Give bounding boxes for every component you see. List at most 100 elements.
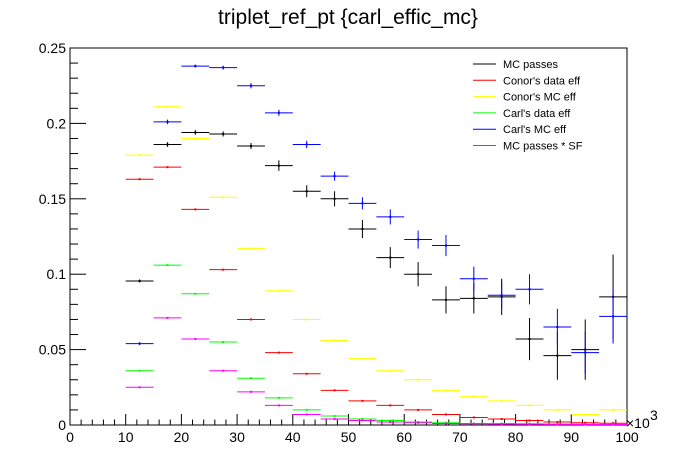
data-point [320,389,349,392]
data-point [209,268,238,271]
data-point [404,421,433,424]
data-point [543,420,572,423]
data-point [487,423,516,426]
data-point [153,142,182,147]
series-2 [125,105,627,416]
data-point [320,171,349,181]
data-point [432,422,460,425]
data-point [237,377,265,380]
data-point [487,417,516,420]
data-point [292,185,321,198]
data-point [376,369,405,372]
data-point [320,339,349,342]
data-point [376,404,405,407]
data-point [515,317,544,361]
data-point [571,413,600,416]
data-point [348,219,377,239]
data-point [543,308,572,346]
y-axis-ticks: 0 0.05 0.1 0.15 0.2 0.25 [39,40,86,433]
y-tick-label: 0.15 [39,191,66,207]
data-point [348,357,377,360]
data-point [153,105,182,108]
y-tick-label: 0.25 [39,40,66,56]
data-point [292,318,321,321]
data-point [459,422,488,425]
data-point [125,178,154,181]
data-point [264,404,293,407]
legend-item: Conor's data eff [473,75,581,87]
data-point [348,197,377,210]
x-tick-label: 70 [452,429,468,445]
data-point [459,416,488,419]
data-point [237,83,265,89]
legend-label: Carl's data eff [503,108,571,120]
data-point [320,417,349,420]
x-tick-label: 20 [174,429,190,445]
series-layer [125,64,627,426]
data-point [404,262,433,287]
data-point [125,154,154,157]
data-point [432,234,460,257]
y-tick-label: 0 [58,417,66,433]
y-tick-label: 0.2 [47,115,67,131]
data-point [348,419,377,422]
data-point [264,351,293,354]
x-tick-label: 90 [564,429,580,445]
data-point [571,421,600,424]
data-point [237,390,265,393]
data-point [571,331,600,374]
data-point [237,247,265,250]
data-point [487,399,516,402]
data-point [376,419,405,422]
data-point [292,413,321,416]
data-point [404,378,433,381]
data-point [181,208,210,211]
data-point [292,140,321,149]
data-point [209,65,238,70]
x-tick-label: 10 [118,429,134,445]
data-point [599,423,627,426]
legend-label: Carl's MC eff [503,124,567,136]
data-point [571,423,600,426]
data-point [125,369,154,372]
legend-item: MC passes [473,59,559,71]
data-point [543,408,572,411]
data-point [320,191,349,207]
series-1 [125,166,627,425]
data-point [125,342,154,346]
data-point [153,119,182,125]
data-point [209,369,238,372]
x-tick-label: 40 [285,429,301,445]
x-tick-label: 30 [229,429,245,445]
legend-item: Carl's MC eff [473,124,567,136]
data-point [599,408,627,411]
data-point [264,160,293,171]
x-axis-multiplier: ×10 3 [626,407,658,431]
data-point [404,408,433,411]
data-point [125,386,154,389]
data-point [432,413,460,416]
data-point [181,292,210,295]
data-point [487,281,516,309]
data-point [209,341,238,344]
data-point [515,274,544,305]
data-point [404,230,433,249]
y-tick-label: 0.05 [39,342,66,358]
x-tick-label: 0 [66,429,74,445]
data-point [348,399,377,402]
data-point [264,289,293,292]
data-point [459,395,488,398]
data-point [181,130,210,135]
series-4 [125,64,627,374]
data-point [237,143,265,150]
data-point [125,279,154,283]
legend-item: Carl's data eff [473,108,571,120]
data-point [181,137,210,140]
data-point [348,417,377,420]
legend-item: MC passes * SF [473,141,583,153]
data-point [264,396,293,399]
data-point [292,372,321,375]
legend-label: Conor's MC eff [503,92,577,104]
data-point [209,196,238,199]
